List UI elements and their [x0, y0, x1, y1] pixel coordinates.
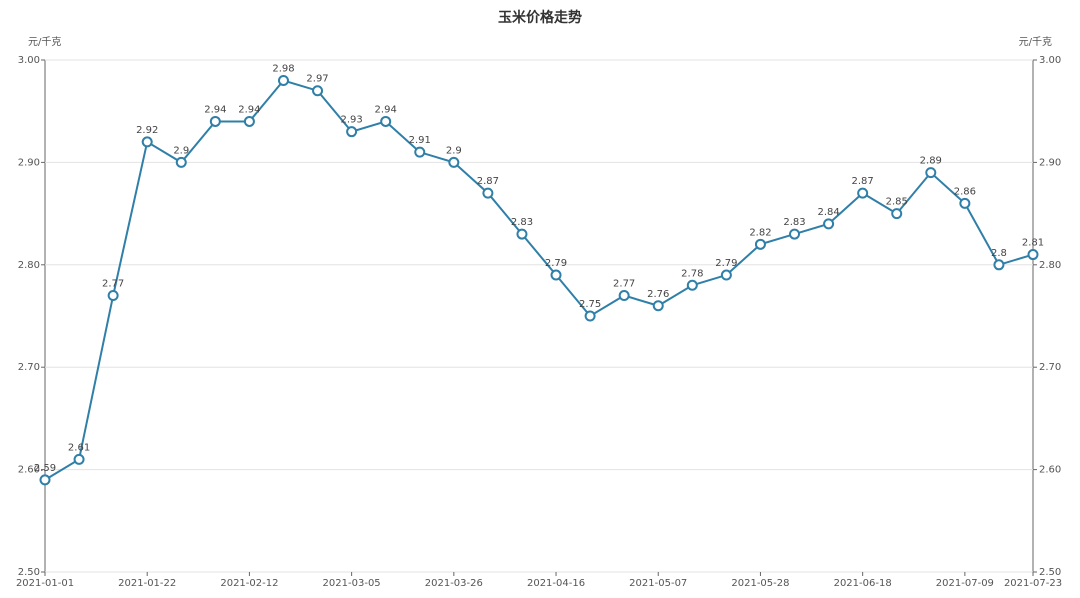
data-label: 2.87	[477, 176, 499, 187]
y-axis-label: 元/千克	[28, 36, 61, 48]
data-label: 2.76	[647, 289, 669, 300]
data-label: 2.89	[920, 156, 942, 167]
point	[209, 115, 221, 127]
x-tick-label: 2021-03-05	[323, 578, 381, 589]
point	[175, 156, 187, 168]
point	[312, 85, 324, 97]
data-label: 2.93	[340, 115, 362, 126]
data-label: 2.78	[681, 268, 703, 279]
x-tick-label: 2021-04-16	[527, 578, 585, 589]
point	[346, 126, 358, 138]
data-label: 2.79	[715, 258, 737, 269]
y-tick-label: 2.80	[18, 260, 40, 271]
point	[686, 279, 698, 291]
point	[584, 310, 596, 322]
y2-tick-label: 2.60	[1039, 465, 1061, 476]
y-tick-label: 2.60	[18, 465, 40, 476]
y-tick-label: 2.50	[18, 567, 40, 578]
x-tick-label: 2021-03-26	[425, 578, 483, 589]
y2-tick-label: 2.50	[1039, 567, 1061, 578]
data-label: 2.61	[68, 442, 90, 453]
point	[959, 197, 971, 209]
point	[652, 300, 664, 312]
point	[380, 115, 392, 127]
data-label: 2.82	[749, 227, 771, 238]
x-tick-label: 2021-01-22	[118, 578, 176, 589]
y2-axis-label: 元/千克	[1019, 36, 1052, 48]
data-label: 2.86	[954, 186, 976, 197]
data-label: 2.94	[375, 104, 397, 115]
y2-tick-label: 2.80	[1039, 260, 1061, 271]
data-label: 2.8	[991, 248, 1007, 259]
data-label: 2.81	[1022, 238, 1044, 249]
data-label: 2.92	[136, 125, 158, 136]
data-label: 2.87	[852, 176, 874, 187]
y2-tick-label: 2.70	[1039, 362, 1061, 373]
point	[39, 474, 51, 486]
data-label: 2.79	[545, 258, 567, 269]
y2-tick-label: 2.90	[1039, 157, 1061, 168]
point	[618, 290, 630, 302]
data-label: 2.85	[886, 197, 908, 208]
point	[243, 115, 255, 127]
x-tick-label: 2021-01-01	[16, 578, 74, 589]
data-label: 2.83	[511, 217, 533, 228]
point	[891, 208, 903, 220]
x-tick-label: 2021-02-12	[220, 578, 278, 589]
point	[720, 269, 732, 281]
data-label: 2.94	[204, 104, 226, 115]
data-label: 2.9	[173, 145, 189, 156]
data-label: 2.91	[409, 135, 431, 146]
data-label: 2.77	[613, 279, 635, 290]
point	[73, 453, 85, 465]
y-tick-label: 2.90	[18, 157, 40, 168]
y2-tick-label: 3.00	[1039, 55, 1061, 66]
point	[857, 187, 869, 199]
data-label: 2.94	[238, 104, 260, 115]
x-tick-label: 2021-07-09	[936, 578, 994, 589]
x-tick-label: 2021-05-28	[731, 578, 789, 589]
point	[516, 228, 528, 240]
chart-title: 玉米价格走势	[498, 9, 582, 26]
x-tick-label: 2021-06-18	[834, 578, 892, 589]
point	[789, 228, 801, 240]
point	[823, 218, 835, 230]
y-tick-label: 3.00	[18, 55, 40, 66]
point	[448, 156, 460, 168]
data-label: 2.9	[446, 145, 462, 156]
point	[482, 187, 494, 199]
point	[993, 259, 1005, 271]
data-label: 2.98	[272, 63, 294, 74]
x-tick-label: 2021-05-07	[629, 578, 687, 589]
x-tick-label: 2021-07-23	[1004, 578, 1062, 589]
data-label: 2.97	[306, 74, 328, 85]
data-label: 2.84	[817, 207, 839, 218]
point	[414, 146, 426, 158]
point	[277, 74, 289, 86]
point	[107, 290, 119, 302]
data-label: 2.83	[783, 217, 805, 228]
point	[141, 136, 153, 148]
data-label: 2.75	[579, 299, 601, 310]
point	[754, 238, 766, 250]
y-tick-label: 2.70	[18, 362, 40, 373]
point	[550, 269, 562, 281]
line	[44, 79, 1034, 481]
data-label: 2.59	[34, 463, 56, 474]
point	[1027, 249, 1039, 261]
point	[925, 167, 937, 179]
data-label: 2.77	[102, 279, 124, 290]
